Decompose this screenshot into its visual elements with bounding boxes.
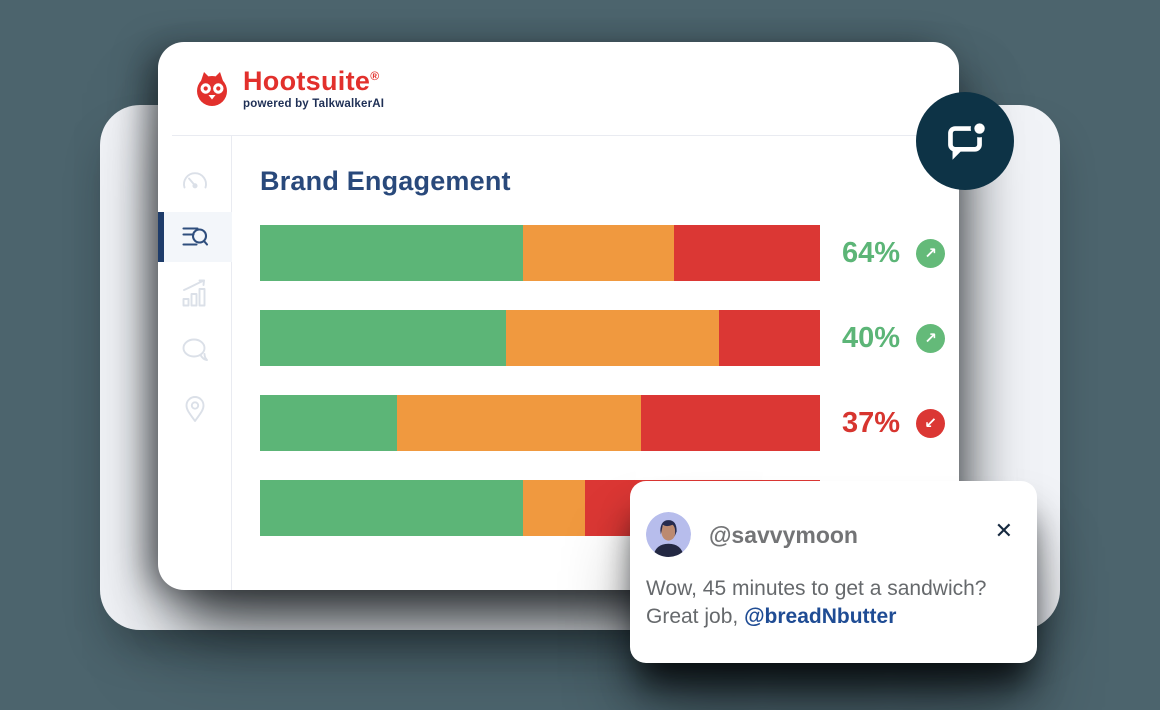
bar-row-3: 37% ↙ [260,395,959,451]
bar-segment [260,480,524,536]
stacked-bar-2 [260,310,820,366]
header-divider [172,135,959,136]
percent-label-3: 37% [842,406,901,439]
dashboard-body: Brand Engagement 64% ↗ 40% ↗ 37% [158,136,959,590]
comment-message: Wow, 45 minutes to get a sandwich? Great… [646,575,986,631]
registered-mark: ® [370,68,380,83]
sidebar-item-search-insights[interactable] [158,212,232,262]
trend-up-icon: ↗ [916,323,945,353]
location-pin-icon [185,396,205,422]
mention-link[interactable]: @breadNbutter [744,605,897,628]
bar-segment [719,310,820,366]
main-content: Brand Engagement 64% ↗ 40% ↗ 37% [232,136,959,590]
close-icon[interactable]: ✕ [994,519,1013,544]
bar-segment [260,395,398,451]
page-title: Brand Engagement [260,166,511,196]
bar-row-1: 64% ↗ [260,225,959,281]
trend-down-icon: ↙ [916,408,945,438]
percent-label-2: 40% [842,321,901,354]
percent-label-1: 64% [842,236,901,269]
stacked-bar-3 [260,395,820,451]
brand-tagline: powered by TalkwalkerAI [243,97,385,110]
avatar [646,512,691,557]
logo-text: Hootsuite® powered by TalkwalkerAI [243,65,385,110]
sidebar-item-messages[interactable] [158,325,232,375]
chat-notification-button[interactable] [916,92,1014,190]
messages-icon [182,338,208,361]
sidebar-item-analytics[interactable] [158,268,232,318]
bar-segment [523,480,585,536]
trend-up-icon: ↗ [916,238,945,268]
bar-segment [260,225,524,281]
sidebar-nav [158,136,232,590]
bar-segment [523,225,675,281]
comment-username: @savvymoon [709,522,858,548]
bar-segment [397,395,641,451]
bar-segment [260,310,507,366]
search-list-icon [182,227,209,246]
analytics-chart-icon [182,279,206,307]
dashboard-header: Hootsuite® powered by TalkwalkerAI [158,42,959,136]
comment-card: @savvymoon ✕ Wow, 45 minutes to get a sa… [630,481,1037,663]
comment-line2-prefix: Great job, [646,605,745,628]
bar-segment [674,225,820,281]
hootsuite-logo: Hootsuite® powered by TalkwalkerAI [191,65,385,110]
stacked-bar-1 [260,225,820,281]
dashboard-gauge-icon [183,172,207,189]
comment-line1: Wow, 45 minutes to get a sandwich? [646,577,987,600]
bar-row-2: 40% ↗ [260,310,959,366]
chat-notification-icon [948,119,989,160]
sidebar-item-dashboard[interactable] [158,157,232,207]
engagement-bars: 64% ↗ 40% ↗ 37% ↙ [260,225,959,536]
sidebar-item-location[interactable] [158,383,232,433]
owl-logo-icon [197,71,227,106]
brand-name: Hootsuite® [243,65,380,96]
bar-segment [506,310,720,366]
bar-segment [640,395,820,451]
